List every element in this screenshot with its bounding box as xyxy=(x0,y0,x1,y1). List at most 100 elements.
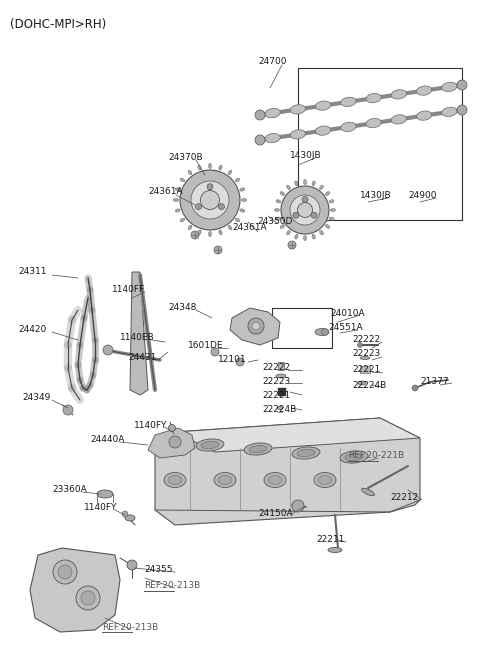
Circle shape xyxy=(255,110,265,120)
Ellipse shape xyxy=(329,217,334,220)
Circle shape xyxy=(168,424,176,432)
Ellipse shape xyxy=(218,476,232,484)
Text: 24010A: 24010A xyxy=(330,308,365,318)
Circle shape xyxy=(281,186,329,234)
Ellipse shape xyxy=(328,548,342,552)
Ellipse shape xyxy=(219,230,222,235)
Ellipse shape xyxy=(276,217,281,220)
Circle shape xyxy=(252,322,260,330)
Ellipse shape xyxy=(277,407,283,409)
Ellipse shape xyxy=(290,130,306,139)
Ellipse shape xyxy=(312,234,315,239)
Circle shape xyxy=(81,591,95,605)
Circle shape xyxy=(311,212,317,218)
Ellipse shape xyxy=(340,451,368,463)
Polygon shape xyxy=(155,418,420,525)
Circle shape xyxy=(201,190,219,210)
Ellipse shape xyxy=(188,225,192,230)
Ellipse shape xyxy=(168,476,182,484)
Ellipse shape xyxy=(228,225,232,230)
Ellipse shape xyxy=(292,447,320,459)
Ellipse shape xyxy=(208,231,212,237)
Text: 22222: 22222 xyxy=(352,335,380,345)
Ellipse shape xyxy=(276,374,286,378)
Polygon shape xyxy=(230,308,280,345)
Text: 24431: 24431 xyxy=(128,353,156,362)
Text: 24900: 24900 xyxy=(408,192,436,200)
Text: 1430JB: 1430JB xyxy=(290,150,322,159)
Ellipse shape xyxy=(417,111,432,120)
Text: 1430JB: 1430JB xyxy=(360,190,392,200)
Circle shape xyxy=(76,586,100,610)
Text: 1140FF: 1140FF xyxy=(112,285,145,295)
Circle shape xyxy=(127,560,137,570)
Text: (DOHC-MPI>RH): (DOHC-MPI>RH) xyxy=(10,18,106,31)
Text: 1140FY: 1140FY xyxy=(134,420,168,430)
Ellipse shape xyxy=(290,105,306,114)
Text: 24150A: 24150A xyxy=(258,509,293,517)
Ellipse shape xyxy=(341,122,356,132)
Circle shape xyxy=(457,80,467,90)
Ellipse shape xyxy=(320,231,324,235)
Circle shape xyxy=(211,348,219,356)
Ellipse shape xyxy=(442,82,457,92)
Text: 24311: 24311 xyxy=(18,268,47,277)
Ellipse shape xyxy=(360,357,370,360)
Ellipse shape xyxy=(280,225,285,229)
Ellipse shape xyxy=(361,488,374,496)
Ellipse shape xyxy=(315,101,331,110)
Ellipse shape xyxy=(97,490,113,498)
Text: 22222: 22222 xyxy=(262,364,290,372)
Circle shape xyxy=(218,204,225,210)
Ellipse shape xyxy=(240,209,245,212)
Bar xyxy=(360,366,370,373)
Circle shape xyxy=(207,184,213,190)
Text: 1140EB: 1140EB xyxy=(120,333,155,343)
Circle shape xyxy=(53,560,77,584)
Text: 1140FY: 1140FY xyxy=(84,503,118,511)
Ellipse shape xyxy=(235,178,240,182)
Ellipse shape xyxy=(208,163,212,169)
Ellipse shape xyxy=(331,208,336,212)
Ellipse shape xyxy=(358,381,366,385)
Ellipse shape xyxy=(442,107,457,117)
Ellipse shape xyxy=(249,445,267,453)
Ellipse shape xyxy=(265,109,280,118)
Text: 22223: 22223 xyxy=(262,378,290,386)
Text: 23360A: 23360A xyxy=(52,486,87,494)
Text: 22211: 22211 xyxy=(316,536,344,544)
Text: 24348: 24348 xyxy=(168,302,196,312)
Circle shape xyxy=(191,231,199,239)
Circle shape xyxy=(293,212,299,218)
Polygon shape xyxy=(130,272,148,395)
Ellipse shape xyxy=(312,181,315,186)
Polygon shape xyxy=(278,362,284,370)
Ellipse shape xyxy=(219,165,222,170)
Ellipse shape xyxy=(366,119,381,128)
Ellipse shape xyxy=(391,115,407,124)
Ellipse shape xyxy=(268,476,282,484)
Circle shape xyxy=(63,405,73,415)
Text: REF.20-221B: REF.20-221B xyxy=(348,451,404,461)
Ellipse shape xyxy=(315,126,331,135)
Ellipse shape xyxy=(366,94,381,103)
Circle shape xyxy=(214,246,222,254)
Circle shape xyxy=(298,202,312,217)
Circle shape xyxy=(322,328,328,335)
Text: 12101: 12101 xyxy=(218,355,247,364)
Circle shape xyxy=(302,196,308,202)
Ellipse shape xyxy=(173,198,179,202)
Text: 22224B: 22224B xyxy=(262,405,296,415)
Ellipse shape xyxy=(198,230,201,235)
Text: 24440A: 24440A xyxy=(90,436,124,445)
Ellipse shape xyxy=(264,473,286,488)
Ellipse shape xyxy=(314,473,336,488)
Ellipse shape xyxy=(325,225,330,229)
Text: 22221: 22221 xyxy=(352,366,380,374)
Ellipse shape xyxy=(345,453,363,461)
Ellipse shape xyxy=(341,98,356,107)
Ellipse shape xyxy=(188,170,192,175)
Ellipse shape xyxy=(235,218,240,222)
Circle shape xyxy=(195,204,202,210)
Text: 22212: 22212 xyxy=(390,494,418,503)
